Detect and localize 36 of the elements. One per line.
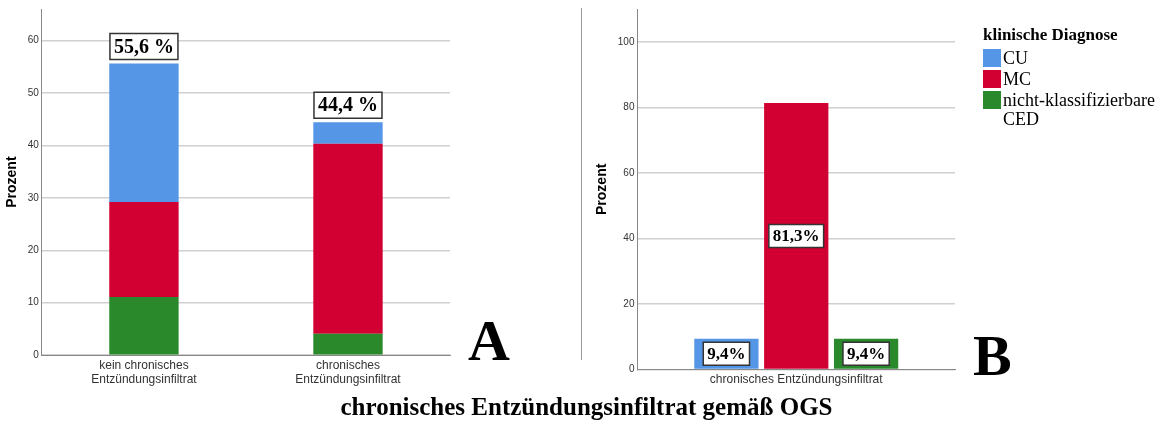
y-tick-label: 60 <box>623 166 635 178</box>
data-label: 9,4% <box>707 344 746 364</box>
y-tick-label: 50 <box>27 86 40 98</box>
x-axis-title: chronisches Entzündungsinfiltrat gemäß OGS <box>339 393 834 421</box>
total-label: 55,6 % <box>113 34 174 57</box>
bar <box>313 122 383 144</box>
data-label: 9,4% <box>846 344 886 364</box>
y-tick-label: 100 <box>617 35 635 47</box>
text: A <box>468 308 510 374</box>
x-tick-label: kein chronisches Entzündungsinfiltrat <box>91 357 198 387</box>
legend-label: CU <box>1003 48 1029 68</box>
bar <box>313 333 383 355</box>
total-label: 44,4 % <box>317 93 378 116</box>
legend-label: MC <box>1003 69 1032 89</box>
legend-title: klinische Diagnose <box>983 25 1119 45</box>
bar <box>109 63 179 203</box>
x-tick-label: chronisches Entzündungsinfiltrat <box>709 372 884 387</box>
y-tick-label: 30 <box>27 191 40 203</box>
y-tick-label: 20 <box>623 297 635 309</box>
y-tick-label: 40 <box>27 139 40 151</box>
bar <box>313 143 383 334</box>
y-tick-label: 80 <box>623 101 635 113</box>
y-tick-label: 0 <box>628 363 635 375</box>
bar <box>109 296 179 355</box>
y-axis-title: Prozent <box>3 156 20 208</box>
text: B <box>973 322 1012 388</box>
y-tick-label: 10 <box>27 296 40 308</box>
y-tick-label: 20 <box>27 244 40 256</box>
y-tick-label: 40 <box>623 232 635 244</box>
bar <box>109 202 179 297</box>
legend-label: nicht-klassifizierbare CED <box>1003 90 1156 129</box>
x-tick-label: chronisches Entzündungsinfiltrat <box>295 357 402 387</box>
data-label: 81,3% <box>772 226 820 246</box>
y-axis-title: Prozent <box>593 163 610 215</box>
y-tick-label: 0 <box>33 348 40 360</box>
y-tick-label: 60 <box>27 34 40 46</box>
